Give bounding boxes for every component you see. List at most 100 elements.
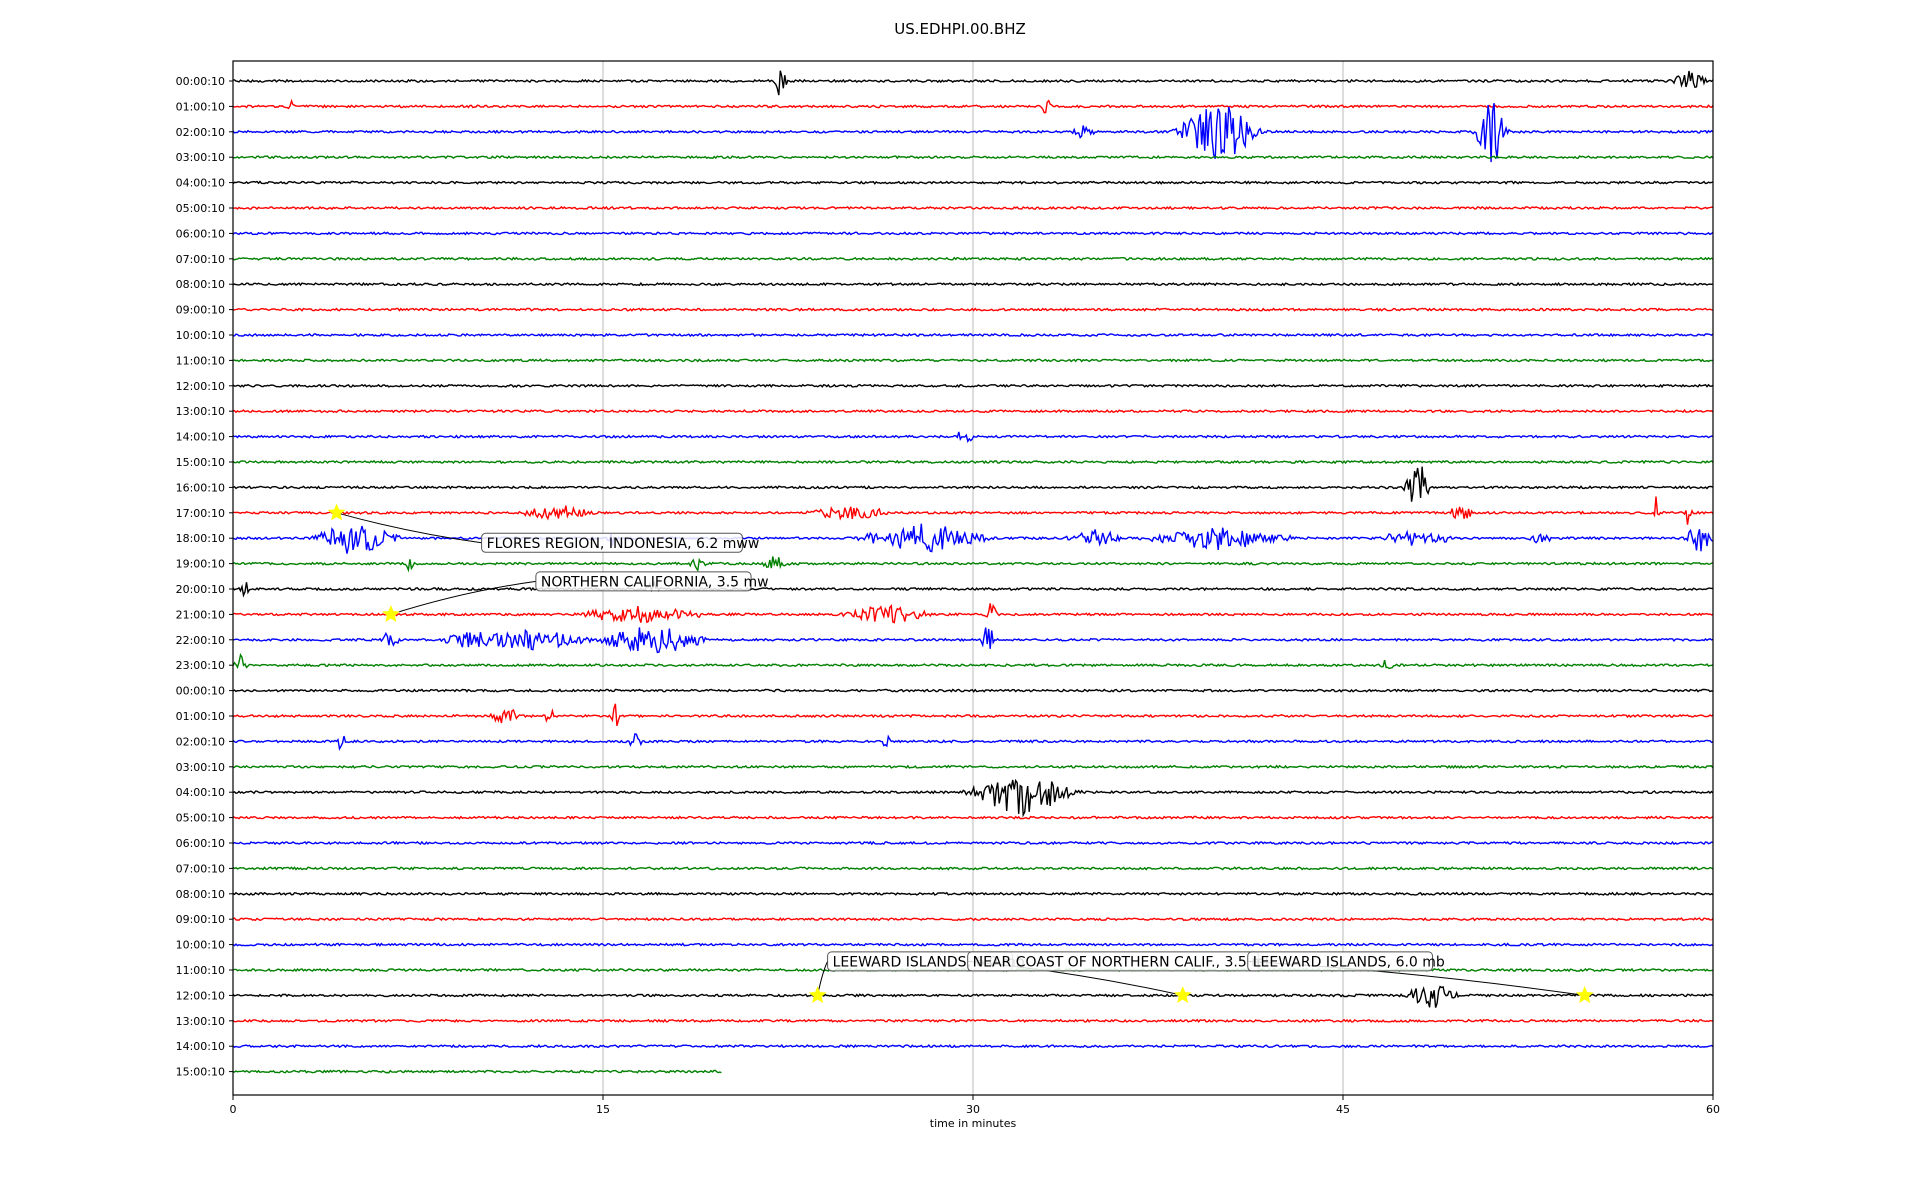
y-tick-label: 15:00:10 [176,456,225,469]
trace-line [233,70,1714,96]
trace-line [232,256,1714,262]
y-tick-label: 06:00:10 [176,837,225,850]
trace-line [232,1043,1714,1049]
y-tick-labels: 00:00:10 01:00:10 02:00:10 03:00:10 04:00:10… [176,75,233,1079]
event-star-marker [382,605,400,622]
y-tick-label: 23:00:10 [176,659,225,672]
y-tick-label: 01:00:10 [176,100,225,113]
y-tick-label: 10:00:10 [176,329,225,342]
y-tick-label: 19:00:10 [176,558,225,571]
y-tick-label: 11:00:10 [176,354,225,367]
trace-line [232,603,1714,624]
trace-line [232,281,1714,287]
y-tick-label: 05:00:10 [176,202,225,215]
x-axis: 0 15 30 45 60 [230,1095,1720,1116]
trace-line [232,180,1714,185]
y-tick-label: 17:00:10 [176,507,225,520]
trace-line [232,466,1714,502]
trace-line [232,916,1714,922]
y-tick-label: 12:00:10 [176,380,225,393]
y-tick-label: 14:00:10 [176,1040,225,1053]
trace-line [232,154,1714,160]
trace-line [232,523,1714,554]
y-tick-label: 02:00:10 [176,126,225,139]
y-tick-label: 10:00:10 [176,939,225,952]
x-tick-label: 60 [1706,1103,1720,1116]
trace-line [232,431,1714,444]
y-tick-label: 14:00:10 [176,431,225,444]
y-tick-label: 07:00:10 [176,862,225,875]
trace-line [232,358,1714,363]
y-tick-label: 07:00:10 [176,253,225,266]
trace-line [232,98,1714,114]
annotation-label: NORTHERN CALIFORNIA, 3.5 mw [541,574,769,590]
annotation-box [481,532,743,553]
y-tick-label: 11:00:10 [176,964,225,977]
event-annotation: NEAR COAST OF NORTHERN CALIF., 3.5 ml [967,951,1269,1003]
trace-line [232,1018,1714,1023]
event-annotation: FLORES REGION, INDONESIA, 6.2 mww [327,503,760,553]
event-annotations: FLORES REGION, INDONESIA, 6.2 mww NORTHER… [327,503,1594,1003]
trace-line [232,703,1714,726]
event-annotation: LEEWARD ISLANDS, 6.0 mb [1247,951,1594,1003]
y-tick-label: 15:00:10 [176,1066,225,1079]
trace-line [232,733,1714,751]
y-tick-label: 22:00:10 [176,634,225,647]
annotation-connector [336,512,482,544]
y-tick-label: 18:00:10 [176,532,225,545]
y-tick-label: 03:00:10 [176,761,225,774]
trace-line [232,307,1714,312]
trace-line [232,653,1714,670]
y-tick-label: 03:00:10 [176,151,225,164]
y-tick-label: 00:00:10 [176,685,225,698]
trace-line [232,556,1714,573]
trace-line [232,778,1714,818]
trace-line [232,815,1714,820]
trace-line [232,985,1714,1008]
y-tick-label: 12:00:10 [176,989,225,1002]
trace-line [232,459,1714,465]
trace-line [232,102,1714,163]
event-star-marker [327,503,346,521]
y-tick-label: 04:00:10 [176,786,225,799]
annotation-label: LEEWARD ISLANDS, 6.0 mb [1253,954,1445,970]
annotation-label: FLORES REGION, INDONESIA, 6.2 mww [487,536,760,552]
trace-line [232,496,1714,525]
trace-line [232,891,1714,897]
annotation-box [1247,951,1434,972]
trace-line [232,332,1714,338]
trace-line [232,627,1714,654]
y-tick-label: 01:00:10 [176,710,225,723]
trace-line [232,840,1714,846]
y-tick-label: 13:00:10 [176,1015,225,1028]
trace-line [233,1069,722,1074]
x-tick-label: 45 [1336,1103,1350,1116]
y-tick-label: 21:00:10 [176,608,225,621]
annotation-label: NEAR COAST OF NORTHERN CALIF., 3.5 ml [973,954,1269,970]
trace-line [232,688,1714,693]
event-star-marker [1173,986,1192,1003]
trace-line [232,408,1714,414]
trace-line [232,231,1714,236]
annotation-box [535,571,752,592]
y-tick-label: 06:00:10 [176,227,225,240]
x-axis-label: time in minutes [930,1117,1017,1130]
trace-line [232,205,1714,211]
y-tick-label: 05:00:10 [176,812,225,825]
y-tick-label: 16:00:10 [176,481,225,494]
annotation-connector [390,580,536,615]
trace-line [232,579,1714,598]
x-tick-label: 0 [230,1103,237,1116]
y-tick-label: 02:00:10 [176,735,225,748]
event-star-marker [1575,986,1594,1003]
trace-line [232,942,1714,947]
x-tick-label: 30 [966,1103,980,1116]
page-title: US.EDHPI.00.BHZ [894,20,1026,38]
y-tick-label: 09:00:10 [176,304,225,317]
y-tick-label: 04:00:10 [176,177,225,190]
event-star-marker [808,986,827,1003]
seismogram-traces [232,70,1714,1074]
y-tick-label: 09:00:10 [176,913,225,926]
y-tick-label: 08:00:10 [176,888,225,901]
